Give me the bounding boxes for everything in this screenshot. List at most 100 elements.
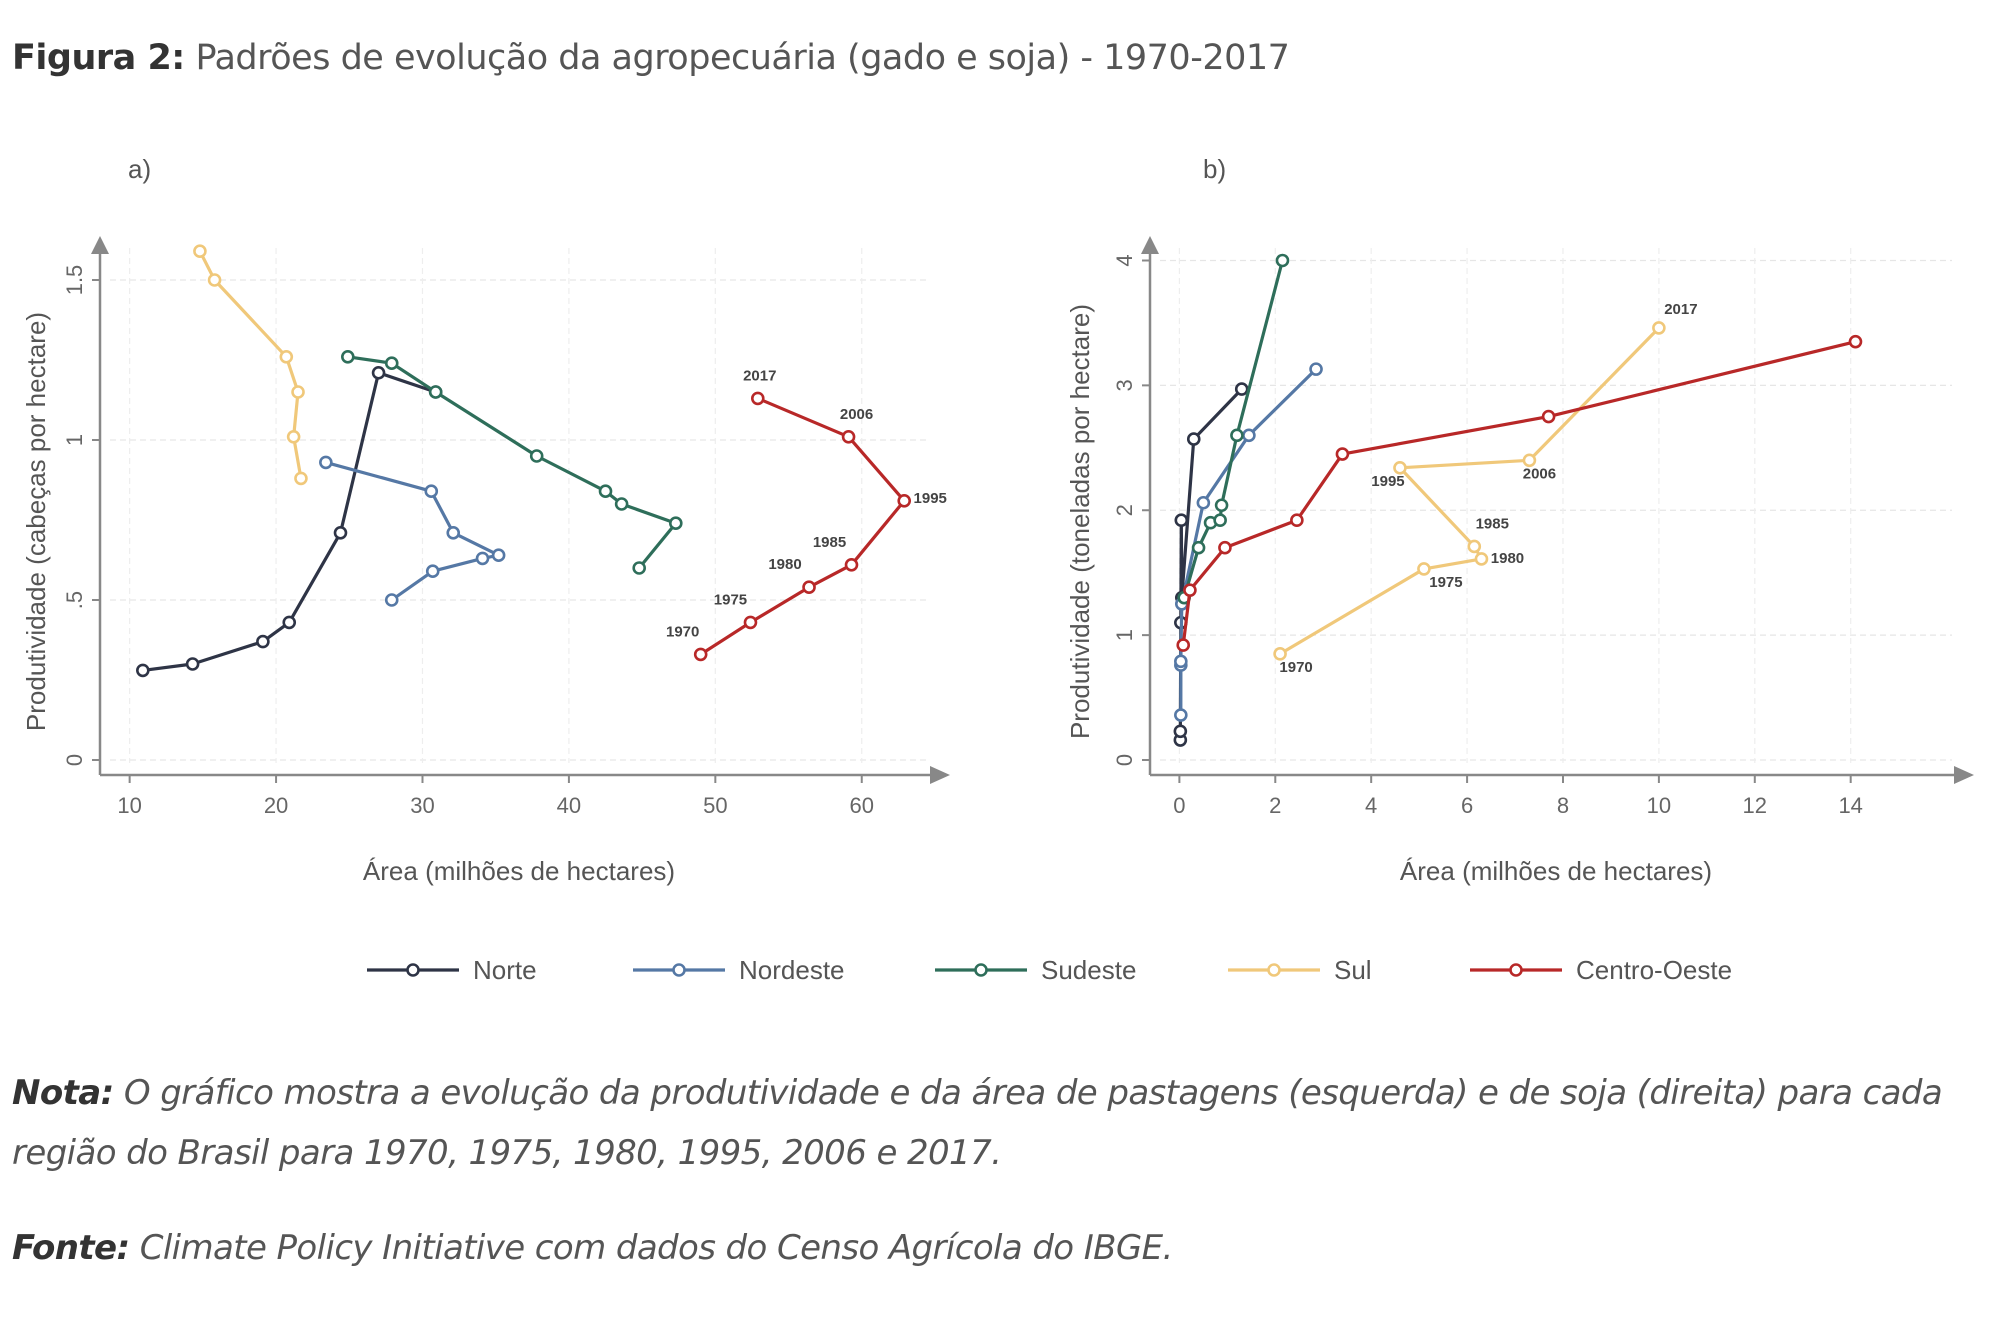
data-point: [475, 551, 490, 566]
series-centro-oeste: [1176, 334, 1863, 652]
legend-label: Sul: [1334, 954, 1372, 985]
x-tick-label: 4: [1365, 793, 1377, 818]
legend-marker: [1509, 963, 1523, 977]
x-tick-label: 12: [1743, 793, 1767, 818]
legend-line-marker-icon: [1228, 963, 1320, 977]
data-point: [1234, 382, 1249, 396]
point-label: 1980: [1491, 550, 1524, 567]
data-point: [185, 657, 200, 671]
y-tick-label: .5: [62, 591, 87, 609]
panel-label: a): [128, 154, 151, 184]
x-tick-label: 10: [117, 793, 141, 818]
y-axis-title: Produtividade (toneladas por hectare): [1065, 304, 1095, 739]
source-text: Fonte: Climate Policy Initiative com dad…: [12, 1218, 1992, 1278]
data-point: [1652, 321, 1666, 335]
x-axis-arrow: [930, 766, 950, 784]
data-point: [1467, 539, 1482, 554]
data-point: [294, 471, 308, 486]
x-tick-label: 10: [1647, 793, 1671, 818]
x-axis-arrow: [1954, 766, 1974, 784]
data-point: [1174, 654, 1188, 669]
y-tick-label: 1: [62, 434, 87, 446]
data-point: [693, 647, 708, 662]
note-text: Nota: O gráfico mostra a evolução da pro…: [12, 1063, 1992, 1183]
charts-canvas: 10 20 30 40 50 60 0 .5 1 1.5 Área (milhões de hect…: [21, 154, 1974, 886]
data-point: [384, 593, 399, 607]
data-point: [424, 484, 439, 499]
x-axis-title: Área (milhões de hectares): [363, 856, 675, 886]
x-tick-label: 50: [703, 793, 727, 818]
data-point: [193, 244, 207, 258]
point-label: 1980: [768, 556, 801, 573]
series-norte: [136, 365, 443, 678]
y-tick-label: 0: [62, 754, 87, 766]
data-point: [1176, 638, 1191, 652]
figure-title-bold: Figura 2:: [12, 38, 185, 78]
series-sudeste: [341, 349, 683, 575]
data-point: [1275, 253, 1290, 268]
data-point: [1848, 334, 1863, 349]
source-label: Fonte:: [12, 1228, 130, 1268]
data-point: [319, 455, 333, 470]
data-point: [446, 525, 461, 540]
data-point: [279, 349, 294, 364]
legend-line-marker-icon: [935, 963, 1027, 977]
x-tick-label: 2: [1269, 793, 1281, 818]
data-point: [1273, 647, 1287, 661]
y-axis-arrow: [91, 236, 109, 254]
point-label: 2006: [1523, 465, 1556, 482]
legend-marker: [974, 963, 988, 977]
legend-item-sudeste: Sudeste: [935, 950, 1136, 990]
data-point: [384, 356, 399, 371]
y-tick-label: 1: [1112, 629, 1137, 641]
legend-item-nordeste: Nordeste: [633, 950, 845, 990]
data-point: [1196, 495, 1211, 510]
legend: Norte Nordeste Sudeste Sul Centro-Oeste: [0, 950, 2003, 990]
data-point: [291, 385, 305, 399]
legend-label: Norte: [473, 954, 537, 985]
x-tick-label: 14: [1838, 793, 1862, 818]
x-tick-label: 40: [557, 793, 581, 818]
point-label: 1975: [1429, 574, 1462, 591]
data-point: [1335, 447, 1350, 461]
data-point: [1183, 583, 1197, 597]
legend-label: Sudeste: [1041, 954, 1137, 985]
data-point: [1174, 513, 1189, 528]
data-point: [371, 365, 386, 380]
point-label: 1995: [1371, 473, 1404, 490]
data-point: [207, 273, 222, 287]
data-point: [668, 516, 683, 531]
data-point: [1191, 540, 1206, 555]
y-tick-label: 1.5: [62, 265, 87, 296]
data-point: [136, 663, 150, 678]
legend-marker: [672, 963, 686, 977]
x-tick-label: 30: [410, 793, 434, 818]
series-sul: [193, 244, 308, 486]
data-point: [743, 615, 758, 630]
y-tick-label: 2: [1112, 504, 1137, 516]
data-point: [333, 525, 348, 540]
data-point: [1214, 498, 1229, 513]
point-label: 1970: [1279, 659, 1312, 676]
x-tick-label: 8: [1557, 793, 1569, 818]
legend-line-marker-icon: [633, 963, 725, 977]
data-point: [1417, 562, 1431, 576]
series-nordeste: [319, 455, 506, 607]
series-line: [699, 396, 906, 656]
data-point: [1309, 362, 1323, 376]
figure-title-text: Padrões de evolução da agropecuária (gad…: [195, 38, 1290, 78]
legend-marker: [1267, 963, 1281, 977]
x-tick-label: 60: [850, 793, 874, 818]
data-point: [841, 429, 856, 444]
x-tick-label: 20: [264, 793, 288, 818]
y-tick-label: 4: [1112, 254, 1137, 266]
data-point: [286, 429, 301, 444]
data-point: [1242, 428, 1256, 443]
series-line: [1279, 326, 1661, 656]
data-point: [425, 564, 440, 579]
data-point: [1393, 460, 1407, 475]
data-point: [529, 449, 544, 463]
point-label: 2006: [840, 406, 873, 423]
panel-label: b): [1203, 154, 1226, 184]
